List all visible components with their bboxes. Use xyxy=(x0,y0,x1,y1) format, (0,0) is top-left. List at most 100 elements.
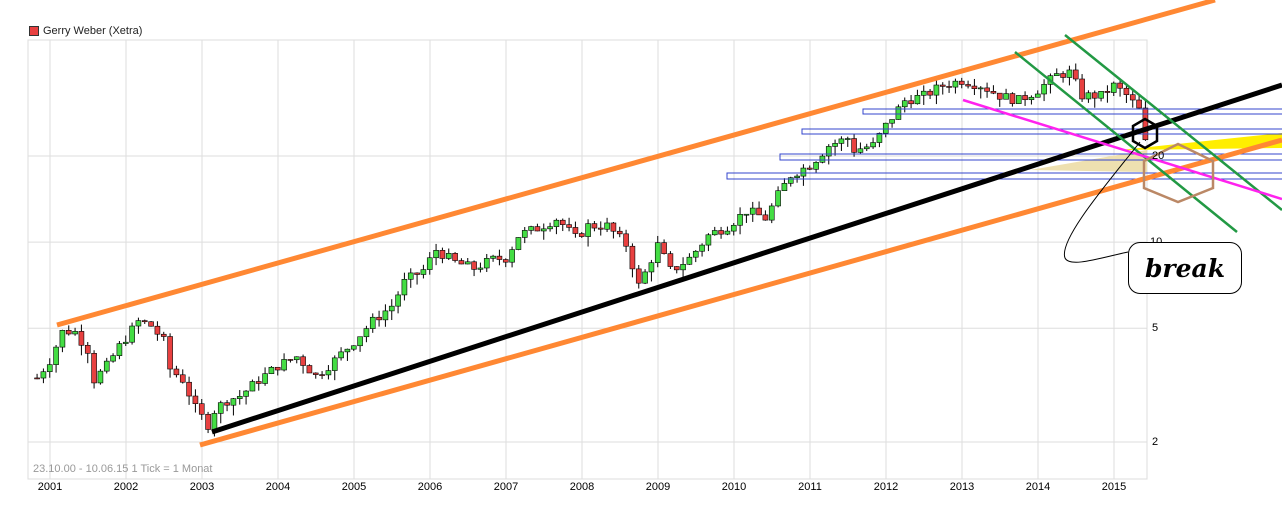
candle-body xyxy=(464,261,471,265)
candle-body xyxy=(990,91,997,94)
candle-body xyxy=(699,244,705,252)
candle-body xyxy=(958,80,965,85)
candle-body xyxy=(1034,93,1041,98)
candle-body xyxy=(40,371,47,379)
callout-tail xyxy=(1063,141,1141,263)
candle-body xyxy=(572,227,579,234)
candle-body xyxy=(338,351,344,359)
candle-body xyxy=(1022,95,1028,101)
candle-body xyxy=(1142,107,1149,141)
candle-body xyxy=(540,228,547,232)
candle-body xyxy=(838,138,845,144)
support-zone xyxy=(801,128,1282,135)
candle-body xyxy=(72,331,78,335)
candle-body xyxy=(205,413,211,430)
candle-body xyxy=(477,267,484,270)
candle-body xyxy=(350,345,357,350)
candle-body xyxy=(281,359,287,371)
candle-body xyxy=(946,86,952,88)
candle-body xyxy=(211,413,218,430)
candle-body xyxy=(667,253,674,267)
candle-body xyxy=(369,316,376,329)
candle-body xyxy=(743,213,750,216)
candle-body xyxy=(154,325,161,335)
candle-body xyxy=(268,366,275,374)
candle-body xyxy=(509,249,515,263)
candle-body xyxy=(300,356,306,366)
candle-body xyxy=(502,259,509,263)
candle-body xyxy=(1041,84,1047,95)
candle-body xyxy=(224,402,230,406)
candle-body xyxy=(439,250,446,259)
candle-body xyxy=(458,260,465,265)
candle-body xyxy=(496,255,503,260)
candle-body xyxy=(553,219,560,227)
candle-body xyxy=(306,365,313,374)
candle-body xyxy=(395,294,401,307)
legend-label: Gerry Weber (Xetra) xyxy=(43,25,143,37)
candle-body xyxy=(433,250,439,259)
candle-body xyxy=(863,146,870,150)
x-tick-label: 2012 xyxy=(873,481,899,493)
candle-body xyxy=(984,87,990,92)
candle-body xyxy=(103,360,110,372)
yellow-zone xyxy=(1120,133,1282,150)
candle-body xyxy=(578,233,585,237)
candle-body xyxy=(287,359,294,361)
candle-body xyxy=(236,396,243,399)
candle-body xyxy=(452,253,458,261)
x-tick-label: 2006 xyxy=(417,481,443,493)
candle-body xyxy=(585,223,591,237)
candle-body xyxy=(756,207,762,216)
candle-body xyxy=(629,245,636,270)
y-tick-label: 20 xyxy=(1152,150,1165,162)
x-tick-label: 2011 xyxy=(798,481,822,493)
candle-body xyxy=(312,372,319,375)
candle-body xyxy=(262,373,268,384)
candle-body xyxy=(407,272,414,280)
candle-body xyxy=(1117,82,1123,89)
candle-body xyxy=(819,155,826,163)
candle-body xyxy=(1091,92,1098,99)
candle-body xyxy=(673,266,680,271)
candle-body xyxy=(53,346,59,365)
y-tick-label: 5 xyxy=(1152,322,1159,334)
candle-body xyxy=(692,250,699,258)
candle-body xyxy=(173,368,180,376)
x-tick-label: 2003 xyxy=(189,481,215,493)
candle-body xyxy=(471,261,477,270)
candle-body xyxy=(597,227,604,230)
magenta-trendline xyxy=(962,98,1282,201)
candle-body xyxy=(547,226,553,230)
candle-body xyxy=(724,230,731,235)
candle-body xyxy=(1085,92,1092,100)
candle-body xyxy=(749,207,756,215)
candle-body xyxy=(78,331,85,346)
candle-body xyxy=(794,175,800,178)
candle-body xyxy=(705,234,712,246)
candle-body xyxy=(762,214,769,221)
candle-body xyxy=(376,316,382,321)
candle-body xyxy=(566,224,572,228)
candle-body xyxy=(971,85,978,89)
candle-body xyxy=(787,177,794,184)
candle-body xyxy=(920,90,927,96)
candle-body xyxy=(325,370,332,376)
candle-body xyxy=(1123,87,1130,95)
candle-body xyxy=(635,268,642,284)
candle-body xyxy=(129,325,135,343)
y-tick-label: 2 xyxy=(1152,436,1159,448)
x-tick-label: 2014 xyxy=(1025,481,1051,493)
x-tick-label: 2008 xyxy=(569,481,595,493)
candle-body xyxy=(616,230,623,235)
candle-body xyxy=(230,398,237,406)
candle-body xyxy=(160,333,167,337)
candle-body xyxy=(686,256,693,265)
legend: Gerry Weber (Xetra) xyxy=(29,25,142,37)
candle-body xyxy=(179,374,186,383)
candle-body xyxy=(876,132,883,143)
candle-body xyxy=(927,90,933,96)
candle-body xyxy=(800,167,807,177)
date-range-text: 23.10.00 - 10.06.15 1 Tick = 1 Monat xyxy=(33,463,213,475)
candle-body xyxy=(363,328,370,338)
